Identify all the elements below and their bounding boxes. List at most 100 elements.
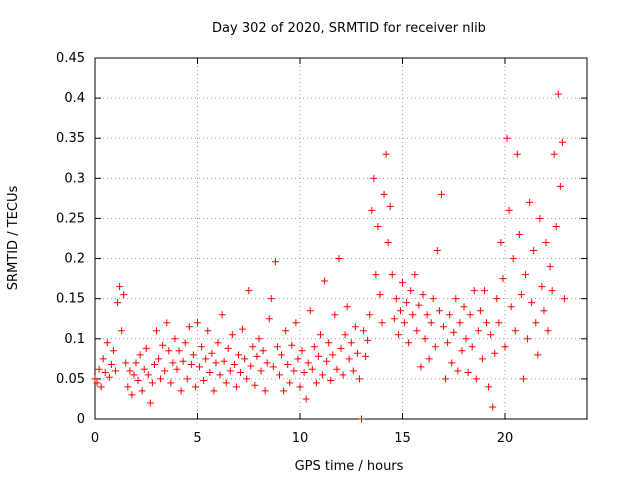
data-point: [552, 222, 560, 230]
y-tick-label: 0: [77, 412, 85, 427]
data-point: [380, 190, 388, 198]
x-tick-label: 5: [193, 431, 201, 446]
data-point: [183, 375, 191, 383]
data-point: [339, 371, 347, 379]
data-point: [403, 299, 411, 307]
data-point: [442, 375, 450, 383]
data-point: [378, 319, 386, 327]
data-point: [509, 255, 517, 263]
data-point: [222, 379, 230, 387]
data-point: [228, 331, 236, 339]
data-point: [159, 341, 167, 349]
data-point: [321, 277, 329, 285]
x-tick-label: 20: [497, 431, 514, 446]
data-point: [337, 344, 345, 352]
data-point: [130, 371, 138, 379]
y-tick-label: 0.35: [56, 131, 85, 146]
data-point: [165, 347, 173, 355]
data-point: [120, 291, 128, 299]
data-point: [298, 347, 306, 355]
data-point: [163, 319, 171, 327]
data-point: [405, 339, 413, 347]
data-point: [460, 303, 468, 311]
data-point: [497, 239, 505, 247]
data-point: [474, 327, 482, 335]
data-point: [554, 90, 562, 98]
data-point: [237, 368, 245, 376]
data-point: [546, 263, 554, 271]
y-tick-label: 0.05: [56, 372, 85, 387]
data-point: [560, 295, 568, 303]
data-point: [448, 359, 456, 367]
data-point: [155, 355, 163, 363]
data-point: [97, 383, 105, 391]
data-point: [491, 349, 499, 357]
data-point: [282, 327, 290, 335]
data-point: [319, 371, 327, 379]
data-point: [122, 359, 130, 367]
data-point: [196, 363, 204, 371]
y-tick-label: 0.25: [56, 211, 85, 226]
data-point: [431, 343, 439, 351]
data-point: [241, 355, 249, 363]
data-point: [194, 319, 201, 327]
data-point: [515, 230, 523, 238]
data-point: [458, 347, 466, 355]
data-point: [345, 355, 353, 363]
data-point: [200, 376, 208, 384]
data-point: [333, 365, 341, 373]
data-point: [532, 319, 540, 327]
data-point: [526, 198, 534, 206]
data-point: [511, 327, 519, 335]
data-point: [259, 347, 267, 355]
data-point: [413, 327, 421, 335]
data-point: [540, 307, 548, 315]
data-point: [421, 335, 429, 343]
data-point: [437, 190, 445, 198]
data-point: [374, 222, 382, 230]
plot-frame: [94, 57, 588, 420]
data-point: [351, 323, 359, 331]
data-point: [476, 307, 484, 315]
data-point: [280, 387, 288, 395]
data-point: [144, 371, 152, 379]
data-point: [235, 351, 242, 359]
chart-title: Day 302 of 2020, SRMTID for receiver nli…: [212, 21, 486, 36]
data-point: [220, 357, 228, 365]
data-point: [187, 360, 195, 368]
data-point: [440, 323, 447, 331]
data-point: [386, 202, 394, 210]
data-point: [103, 339, 111, 347]
data-point: [360, 327, 368, 335]
data-point: [366, 311, 374, 319]
data-point: [394, 331, 402, 339]
data-point: [483, 319, 491, 327]
data-point: [308, 365, 316, 373]
data-point: [370, 174, 378, 182]
y-tick-label: 0.1: [64, 332, 85, 347]
data-point: [519, 375, 527, 383]
data-point: [362, 352, 370, 360]
data-point: [109, 347, 117, 355]
data-point: [444, 339, 452, 347]
data-point: [450, 328, 458, 336]
data-point: [267, 295, 275, 303]
data-point: [327, 376, 335, 384]
data-point: [427, 319, 435, 327]
data-point: [372, 271, 380, 279]
data-point: [191, 383, 199, 391]
y-tick-label: 0.15: [56, 292, 85, 307]
data-point: [495, 319, 503, 327]
data-point: [198, 343, 206, 351]
data-point: [146, 399, 154, 407]
data-point: [435, 307, 443, 315]
data-point: [489, 403, 497, 411]
data-point: [392, 295, 400, 303]
data-point: [132, 359, 140, 367]
data-point: [214, 339, 222, 347]
data-point: [304, 359, 312, 367]
data-point: [257, 367, 265, 375]
data-point: [317, 331, 324, 339]
data-point: [485, 383, 493, 391]
